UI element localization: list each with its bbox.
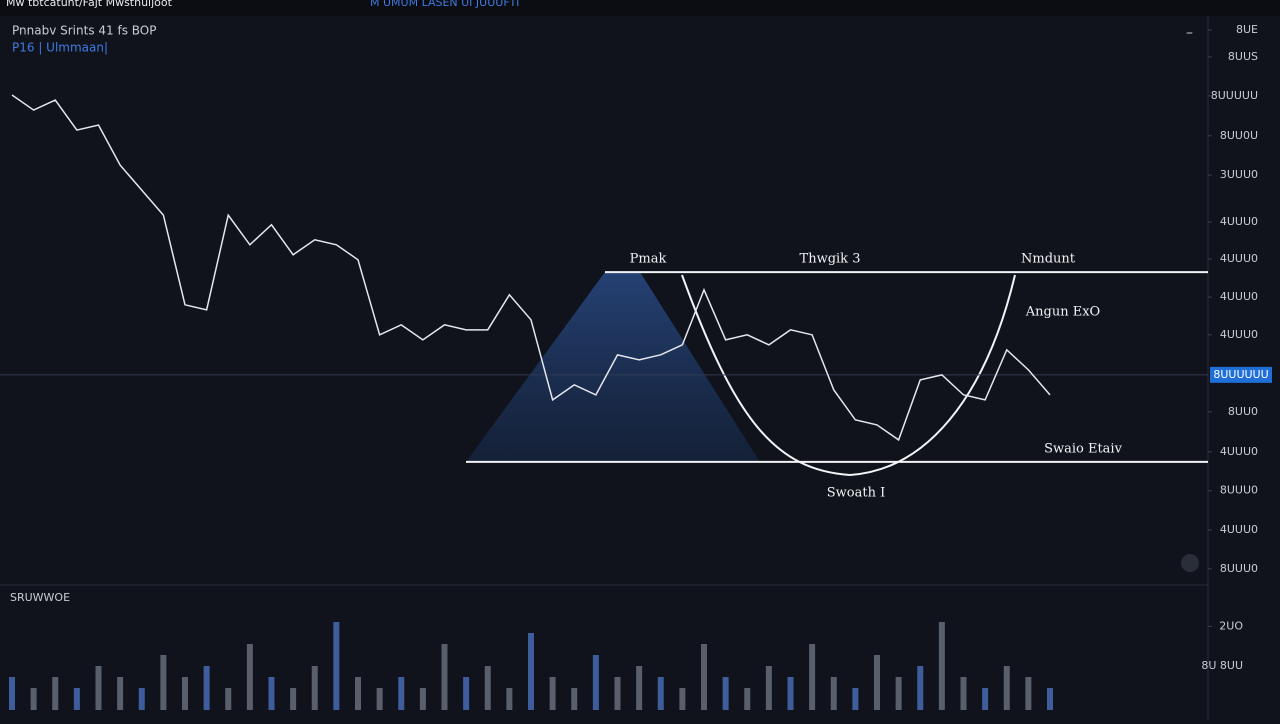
- volume-bar: [1047, 688, 1053, 710]
- volume-bar: [160, 655, 167, 710]
- last-price-box: [1210, 366, 1272, 383]
- volume-bar: [355, 677, 361, 710]
- y-tick-label: 8UU0: [1228, 405, 1258, 418]
- volume-bar: [895, 677, 902, 710]
- cup-curve: [681, 274, 1016, 477]
- annotation: Thwgik 3: [800, 252, 861, 267]
- volume-bar: [874, 655, 880, 710]
- volume-bar: [9, 677, 15, 710]
- last-price-label: 8UUUUUU: [1213, 368, 1268, 381]
- volume-bar: [549, 677, 556, 710]
- minimize-button[interactable]: –: [1186, 25, 1193, 41]
- volume-bar: [225, 688, 232, 710]
- volume-bar: [30, 688, 37, 710]
- volume-bar: [95, 666, 102, 710]
- volume-bar: [1003, 666, 1010, 710]
- symbol-title: Pnnabv Srints 41 fs BOP: [12, 24, 156, 38]
- volume-title: SRUWWOE: [10, 591, 70, 604]
- volume-bar: [52, 677, 59, 710]
- y-tick-label: 8UUU0: [1220, 562, 1258, 575]
- volume-bar: [463, 677, 470, 710]
- y-tick-label: 8UUS: [1228, 50, 1258, 63]
- volume-bar: [333, 622, 340, 710]
- volume-bar: [1025, 677, 1032, 710]
- volume-bar: [938, 622, 945, 710]
- volume-bar: [744, 688, 751, 710]
- volume-bar: [809, 644, 816, 710]
- volume-bar: [636, 666, 643, 710]
- y-tick-label: 4UUU0: [1220, 252, 1258, 265]
- volume-bar: [722, 677, 729, 710]
- volume-bar: [290, 688, 297, 710]
- volume-bar: [982, 688, 989, 710]
- y-tick-label: 4UUU0: [1220, 445, 1258, 458]
- y-tick-label: 3UUU0: [1220, 168, 1258, 181]
- settings-button[interactable]: [1181, 554, 1199, 572]
- annotation: Swoath I: [827, 486, 885, 501]
- volume-bar: [246, 644, 253, 710]
- volume-bar: [73, 688, 80, 710]
- volume-bar: [506, 688, 513, 710]
- volume-bar: [960, 677, 967, 710]
- tab-title[interactable]: M UMUM LASEN UI JUUUFTI: [370, 0, 519, 9]
- volume-bar: [765, 666, 772, 710]
- app-title: Mw tbtcatunt/Fajt Mwsthuijoot: [6, 0, 173, 9]
- price-line: [11, 94, 1051, 442]
- y-tick-label: 8UE: [1236, 23, 1258, 36]
- volume-bar: [592, 655, 599, 710]
- volume-tick-label: 8U 8UU: [1201, 659, 1243, 672]
- volume-bar: [117, 677, 124, 710]
- volume-bar: [484, 666, 491, 710]
- volume-bar: [657, 677, 664, 710]
- symbol-subtitle: P16 | Ulmmaan|: [12, 41, 108, 55]
- y-tick-label: 4UUU0: [1220, 215, 1258, 228]
- annotation: Nmdunt: [1021, 252, 1076, 267]
- y-tick-label: 8UU0U: [1220, 129, 1258, 142]
- volume-tick-label: 2UO: [1219, 619, 1243, 632]
- volume-bar: [268, 677, 275, 710]
- y-tick-label: 4UUU0: [1220, 523, 1258, 536]
- volume-bar: [138, 688, 145, 710]
- volume-bar: [376, 688, 383, 710]
- volume-bar: [203, 666, 210, 710]
- y-tick-label: 8UUU0: [1220, 484, 1258, 497]
- volume-bar: [419, 688, 426, 710]
- top-bar: [0, 0, 1280, 16]
- volume-bar: [787, 677, 794, 710]
- volume-bar: [852, 688, 859, 710]
- annotation: Swaio Etaiv: [1044, 442, 1123, 457]
- volume-bar: [830, 677, 837, 710]
- volume-bar: [679, 688, 686, 710]
- annotation: Pmak: [630, 252, 667, 267]
- y-tick-label: 8UUUUU: [1211, 89, 1258, 102]
- volume-bar: [917, 666, 924, 710]
- y-tick-label: 4UUU0: [1220, 290, 1258, 303]
- pattern-shade: [466, 272, 760, 462]
- volume-bar: [571, 688, 578, 710]
- volume-bar: [441, 644, 448, 710]
- volume-bar: [398, 677, 405, 710]
- annotation: Angun ExO: [1025, 305, 1100, 320]
- y-tick-label: 4UUU0: [1220, 328, 1258, 341]
- volume-bar: [311, 666, 318, 710]
- volume-bar: [701, 644, 707, 710]
- volume-bar: [182, 677, 188, 710]
- volume-bar: [528, 633, 534, 710]
- volume-bar: [614, 677, 621, 710]
